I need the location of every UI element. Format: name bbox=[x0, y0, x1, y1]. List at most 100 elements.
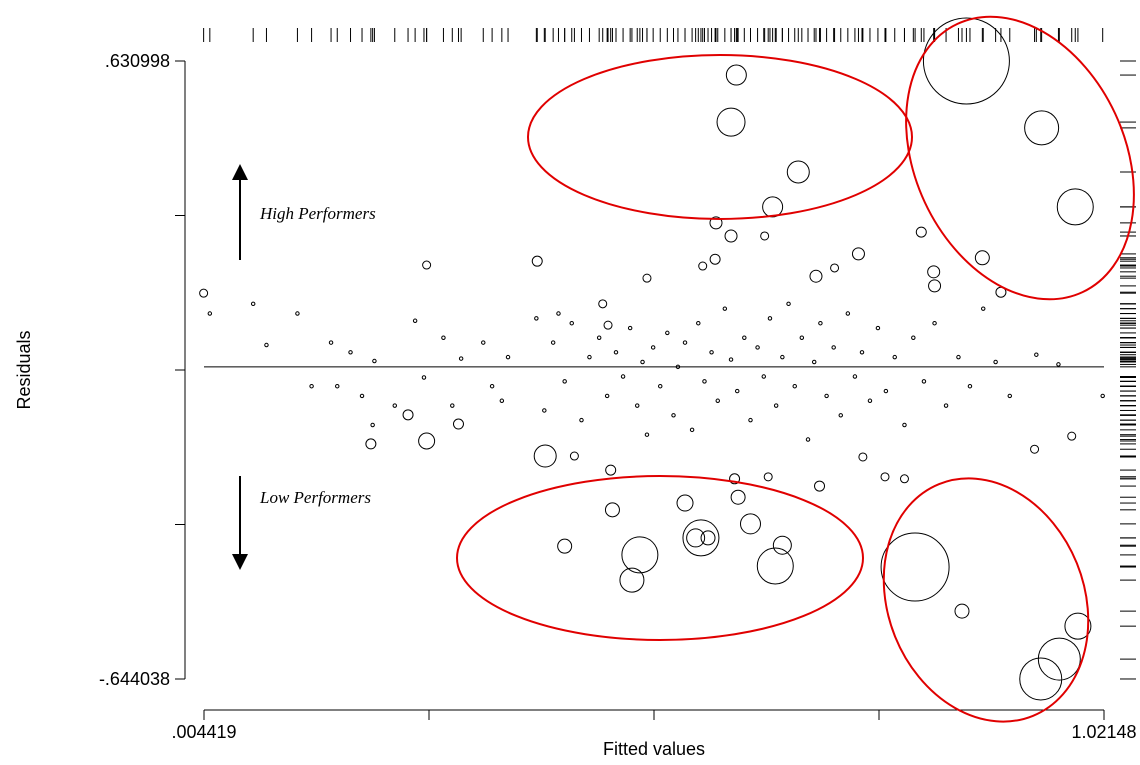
bubble bbox=[756, 547, 794, 585]
y-axis-title: Residuals bbox=[14, 330, 34, 409]
bubble bbox=[309, 383, 314, 389]
bubble bbox=[458, 356, 464, 361]
bubble bbox=[489, 383, 495, 389]
bubble bbox=[250, 301, 256, 307]
bubble bbox=[818, 320, 823, 326]
bubble bbox=[441, 335, 446, 340]
bubble bbox=[207, 311, 213, 316]
bubble bbox=[1007, 393, 1013, 399]
bubble bbox=[911, 335, 916, 340]
bubble bbox=[883, 388, 889, 394]
bubble bbox=[596, 335, 602, 340]
bubble bbox=[372, 358, 377, 364]
bubble bbox=[709, 253, 721, 265]
bubble bbox=[1030, 444, 1040, 454]
bubble bbox=[922, 17, 1010, 105]
bubble bbox=[814, 480, 826, 492]
bubble bbox=[722, 306, 728, 311]
bubble bbox=[875, 325, 881, 331]
highlight-ellipse bbox=[527, 54, 913, 220]
bubble bbox=[954, 603, 970, 619]
bubble bbox=[763, 472, 773, 482]
bubble bbox=[562, 379, 567, 384]
bubble bbox=[734, 388, 740, 394]
bubble bbox=[613, 350, 619, 355]
y-tick-label: -.644038 bbox=[99, 669, 170, 689]
bubble bbox=[760, 231, 770, 241]
x-axis-title: Fitted values bbox=[603, 739, 705, 759]
bubble bbox=[1019, 657, 1063, 701]
bubble bbox=[824, 393, 829, 399]
bubble bbox=[709, 216, 723, 230]
bubble bbox=[772, 535, 792, 555]
bubble bbox=[556, 311, 561, 316]
annotation: High Performers bbox=[259, 204, 376, 223]
bubble bbox=[481, 340, 486, 345]
bubble bbox=[675, 364, 681, 370]
bubble bbox=[1064, 612, 1092, 640]
bubble bbox=[805, 437, 811, 442]
bubble bbox=[418, 432, 436, 450]
bubble bbox=[412, 318, 418, 324]
bubble bbox=[1034, 352, 1039, 357]
bubble bbox=[682, 519, 720, 557]
bubble bbox=[348, 350, 353, 355]
x-tick-label: 1.02148 bbox=[1071, 722, 1136, 742]
bubble bbox=[1056, 188, 1094, 226]
bubble bbox=[579, 417, 584, 423]
bubble bbox=[542, 408, 547, 413]
bubble bbox=[838, 413, 843, 418]
bubble bbox=[880, 472, 890, 482]
bubble bbox=[715, 398, 720, 404]
bubble bbox=[328, 340, 334, 345]
bubble bbox=[686, 528, 706, 548]
bubble bbox=[915, 226, 927, 238]
bubble bbox=[1037, 637, 1081, 681]
bubble bbox=[943, 403, 949, 408]
bubble bbox=[932, 320, 937, 326]
bubble bbox=[619, 567, 645, 593]
bubble bbox=[880, 532, 950, 602]
bubble bbox=[557, 538, 573, 554]
bubble bbox=[702, 379, 707, 384]
bubble bbox=[621, 536, 659, 574]
bubble bbox=[499, 398, 505, 404]
bubble bbox=[767, 316, 773, 321]
bubble bbox=[422, 260, 432, 270]
bubble bbox=[1024, 110, 1060, 146]
highlight-ellipse bbox=[905, 15, 1135, 301]
bubble bbox=[845, 311, 851, 316]
bubble bbox=[335, 383, 340, 389]
bubble bbox=[533, 444, 557, 468]
bubble bbox=[1067, 431, 1077, 441]
bubble bbox=[739, 513, 761, 535]
bubble bbox=[780, 354, 785, 360]
bubble bbox=[956, 354, 961, 360]
bubble bbox=[755, 345, 760, 350]
bubble bbox=[899, 474, 909, 484]
bubble bbox=[569, 451, 579, 461]
bubble bbox=[928, 279, 942, 293]
highlight-ellipse bbox=[882, 477, 1090, 723]
bubble bbox=[642, 273, 652, 283]
bubble bbox=[671, 413, 676, 418]
bubble bbox=[199, 288, 209, 298]
bubble bbox=[295, 311, 300, 316]
bubble bbox=[792, 383, 797, 389]
bubble bbox=[852, 374, 858, 379]
bubble bbox=[682, 340, 688, 345]
bubble bbox=[761, 374, 767, 379]
bubble bbox=[993, 359, 998, 365]
bubble bbox=[1056, 362, 1061, 367]
bubble bbox=[709, 350, 714, 355]
bubble bbox=[650, 345, 656, 350]
bubble bbox=[696, 320, 701, 326]
bubble bbox=[689, 427, 695, 433]
bubble bbox=[773, 403, 779, 408]
bubble bbox=[809, 269, 823, 283]
bubble bbox=[450, 403, 455, 408]
bubble bbox=[359, 393, 365, 399]
bubble bbox=[644, 432, 650, 437]
